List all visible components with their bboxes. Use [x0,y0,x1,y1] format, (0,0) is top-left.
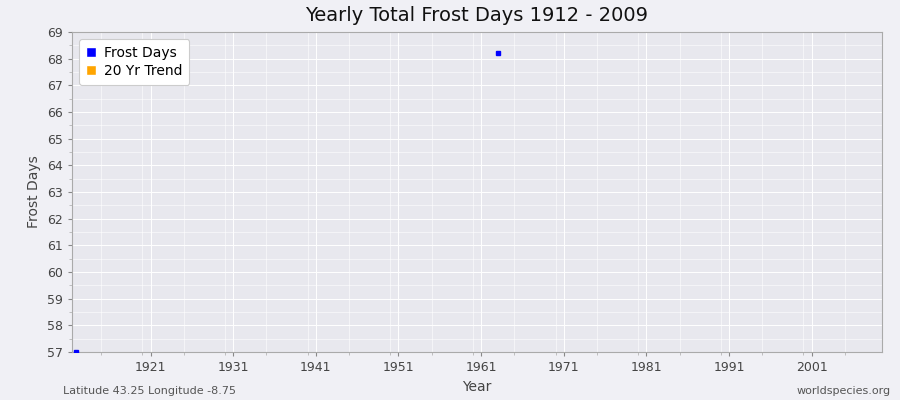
Y-axis label: Frost Days: Frost Days [27,156,41,228]
Legend: Frost Days, 20 Yr Trend: Frost Days, 20 Yr Trend [79,39,189,85]
Title: Yearly Total Frost Days 1912 - 2009: Yearly Total Frost Days 1912 - 2009 [305,6,649,25]
X-axis label: Year: Year [463,380,491,394]
Text: worldspecies.org: worldspecies.org [796,386,891,396]
Text: Latitude 43.25 Longitude -8.75: Latitude 43.25 Longitude -8.75 [63,386,236,396]
